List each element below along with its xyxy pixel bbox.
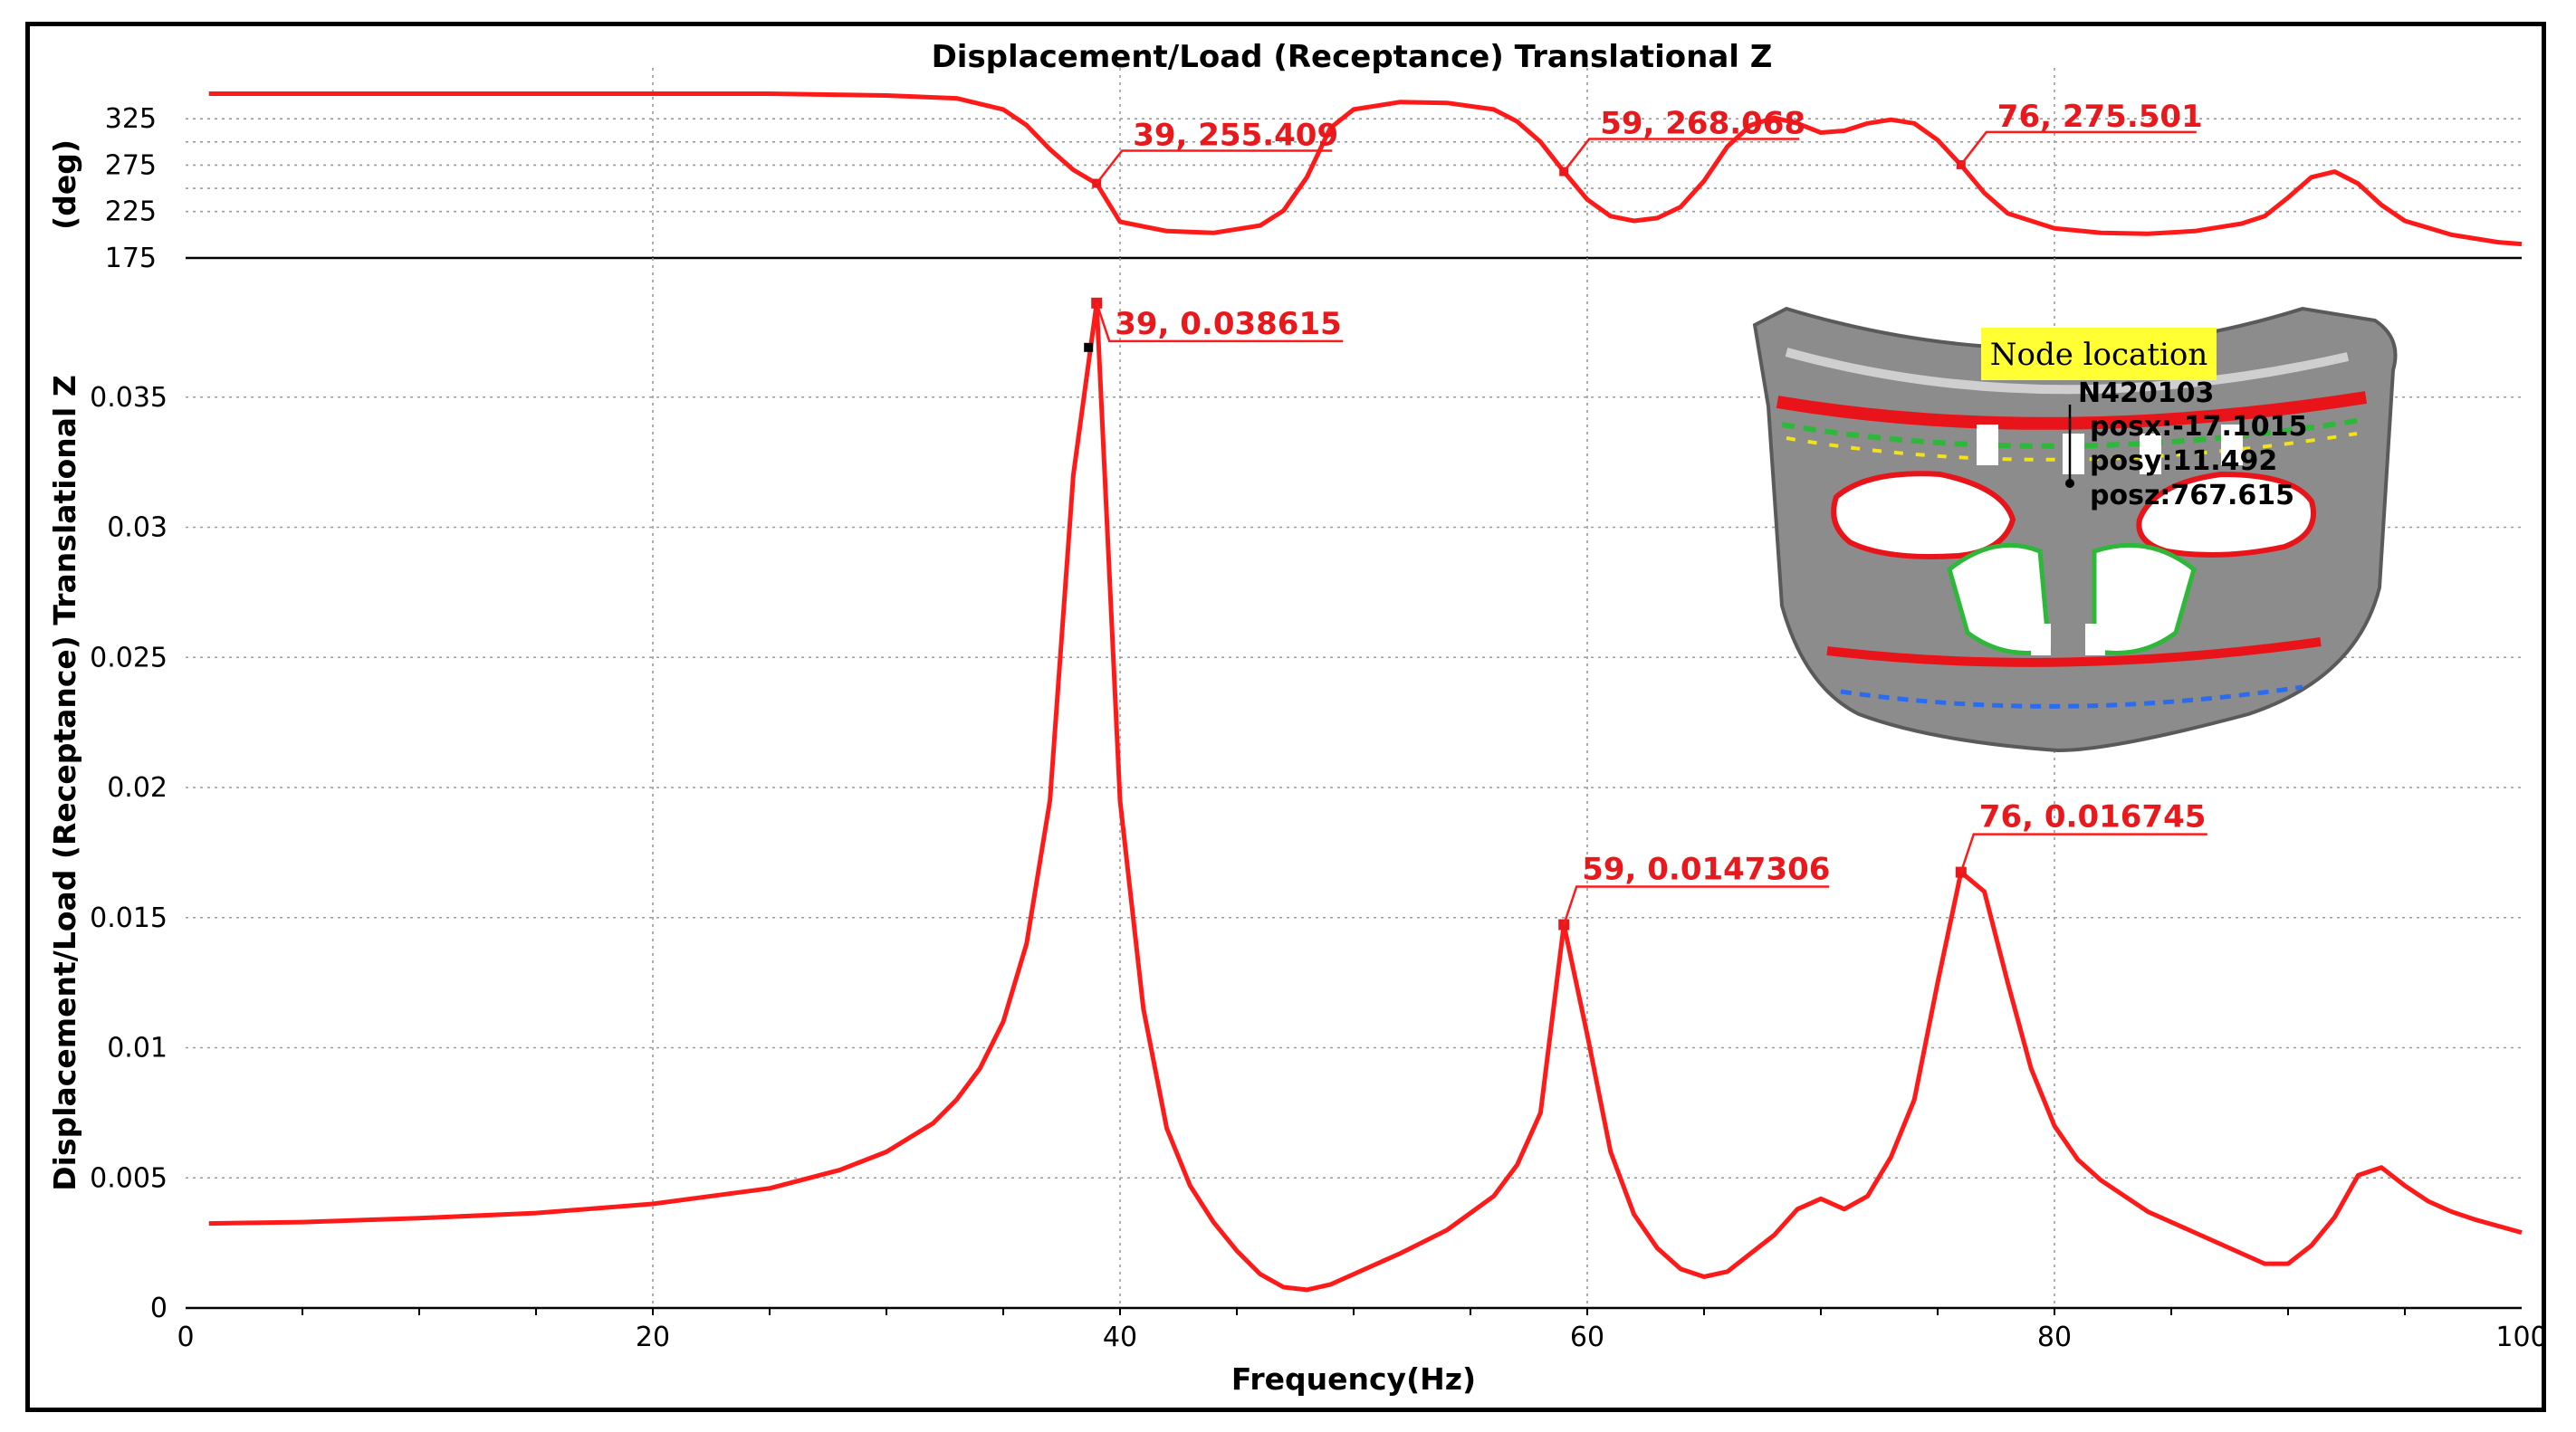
phase-annotation-leader bbox=[1959, 130, 2197, 166]
magnitude-annotation-label: 39, 0.038615 bbox=[1115, 306, 1342, 342]
magnitude-y-tick-label: 0 bbox=[150, 1293, 168, 1324]
cursor-marker bbox=[1084, 342, 1094, 352]
node-location-inset: Node location N420103 posx:-17.1015 posy… bbox=[1752, 306, 2398, 753]
stress-band-top bbox=[1776, 391, 2368, 430]
magnitude-y-tick-label: 0.01 bbox=[107, 1033, 168, 1064]
magnitude-series bbox=[208, 301, 2523, 1293]
phase-annotation-leader bbox=[1096, 149, 1333, 185]
phase-annotation-leader bbox=[1563, 138, 1800, 173]
magnitude-annotation-label: 59, 0.0147306 bbox=[1582, 851, 1830, 887]
magnitude-y-tick-label: 0.03 bbox=[107, 512, 168, 544]
magnitude-annotation-leader bbox=[1959, 833, 2207, 873]
phase-y-tick-label: 325 bbox=[105, 103, 157, 135]
phase-annotation-label: 59, 268.068 bbox=[1600, 106, 1805, 142]
stress-band-green bbox=[1781, 417, 2362, 449]
cutout-center-right bbox=[2092, 542, 2197, 655]
slot-2 bbox=[2063, 434, 2084, 474]
node-posx: posx:-17.1015 bbox=[2090, 411, 2307, 443]
magnitude-y-tick-label: 0.035 bbox=[90, 382, 168, 414]
magnitude-y-tick-label: 0.015 bbox=[90, 902, 168, 934]
phase-y-tick-label: 275 bbox=[105, 149, 157, 181]
phase-annotation-label: 76, 275.501 bbox=[1997, 99, 2203, 135]
magnitude-y-tick-label: 0.025 bbox=[90, 642, 168, 673]
cutout-center-left bbox=[1947, 542, 2052, 655]
phase-y-tick-label: 175 bbox=[105, 243, 157, 274]
phase-y-label: (deg) bbox=[47, 139, 82, 230]
magnitude-y-tick-label: 0.02 bbox=[107, 772, 168, 804]
magnitude-curve bbox=[208, 301, 2523, 1293]
phase-y-tick-label: 225 bbox=[105, 196, 157, 228]
stress-band-bottom bbox=[1826, 637, 2322, 667]
magnitude-annotation-leader bbox=[1563, 885, 1830, 925]
node-posz: posz:767.615 bbox=[2090, 480, 2294, 511]
chart-frame: Displacement/Load (Receptance) Translati… bbox=[25, 22, 2546, 1412]
slot-6 bbox=[2031, 624, 2051, 655]
magnitude-annotation-label: 76, 0.016745 bbox=[1979, 799, 2207, 835]
slot-1 bbox=[1977, 425, 1998, 465]
x-tick-label: 40 bbox=[1103, 1322, 1137, 1353]
stress-band-blue bbox=[1840, 684, 2303, 709]
phase-grid bbox=[186, 68, 2522, 259]
phase-annotation-label: 39, 255.409 bbox=[1133, 118, 1338, 154]
magnitude-annotation-leader bbox=[1096, 302, 1344, 343]
x-tick-label: 100 bbox=[2495, 1322, 2542, 1353]
stress-band-yellow bbox=[1786, 432, 2358, 462]
magnitude-y-ticks: 0 0.005 0.01 0.015 0.02 0.025 0.03 0.035 bbox=[90, 382, 168, 1324]
node-posy: posy:11.492 bbox=[2090, 445, 2277, 477]
x-tick-label: 80 bbox=[2037, 1322, 2072, 1353]
slot-3 bbox=[2140, 434, 2161, 474]
frf-chart: Displacement/Load (Receptance) Translati… bbox=[47, 39, 2542, 1397]
node-location-title: Node location bbox=[1990, 337, 2207, 373]
phase-curve bbox=[208, 91, 2523, 247]
x-tick-label: 20 bbox=[636, 1322, 670, 1353]
x-axis-label: Frequency(Hz) bbox=[1231, 1361, 1476, 1397]
node-marker bbox=[2065, 479, 2074, 488]
magnitude-y-tick-label: 0.005 bbox=[90, 1162, 168, 1194]
slot-4 bbox=[2221, 425, 2243, 465]
panel-rim bbox=[1785, 348, 2350, 395]
node-label-bg bbox=[1981, 328, 2217, 380]
node-id: N420103 bbox=[2078, 377, 2214, 409]
magnitude-y-label: Displacement/Load (Receptance) Translati… bbox=[47, 375, 82, 1191]
x-ticks: 0 20 40 60 80 100 bbox=[177, 1308, 2542, 1353]
chart-title: Displacement/Load (Receptance) Translati… bbox=[932, 39, 1773, 75]
magnitude-annotations: 39, 0.038615 59, 0.0147306 76, 0.016745 bbox=[1084, 297, 2207, 931]
slot-5 bbox=[2085, 624, 2105, 655]
phase-annotations: 39, 255.409 59, 268.068 76, 275.501 bbox=[1092, 99, 2203, 188]
phase-y-ticks: 175 225 275 325 bbox=[105, 103, 157, 274]
cutout-left bbox=[1831, 471, 2016, 559]
phase-series bbox=[208, 91, 2523, 247]
x-tick-label: 60 bbox=[1570, 1322, 1604, 1353]
x-tick-label: 0 bbox=[177, 1322, 194, 1353]
